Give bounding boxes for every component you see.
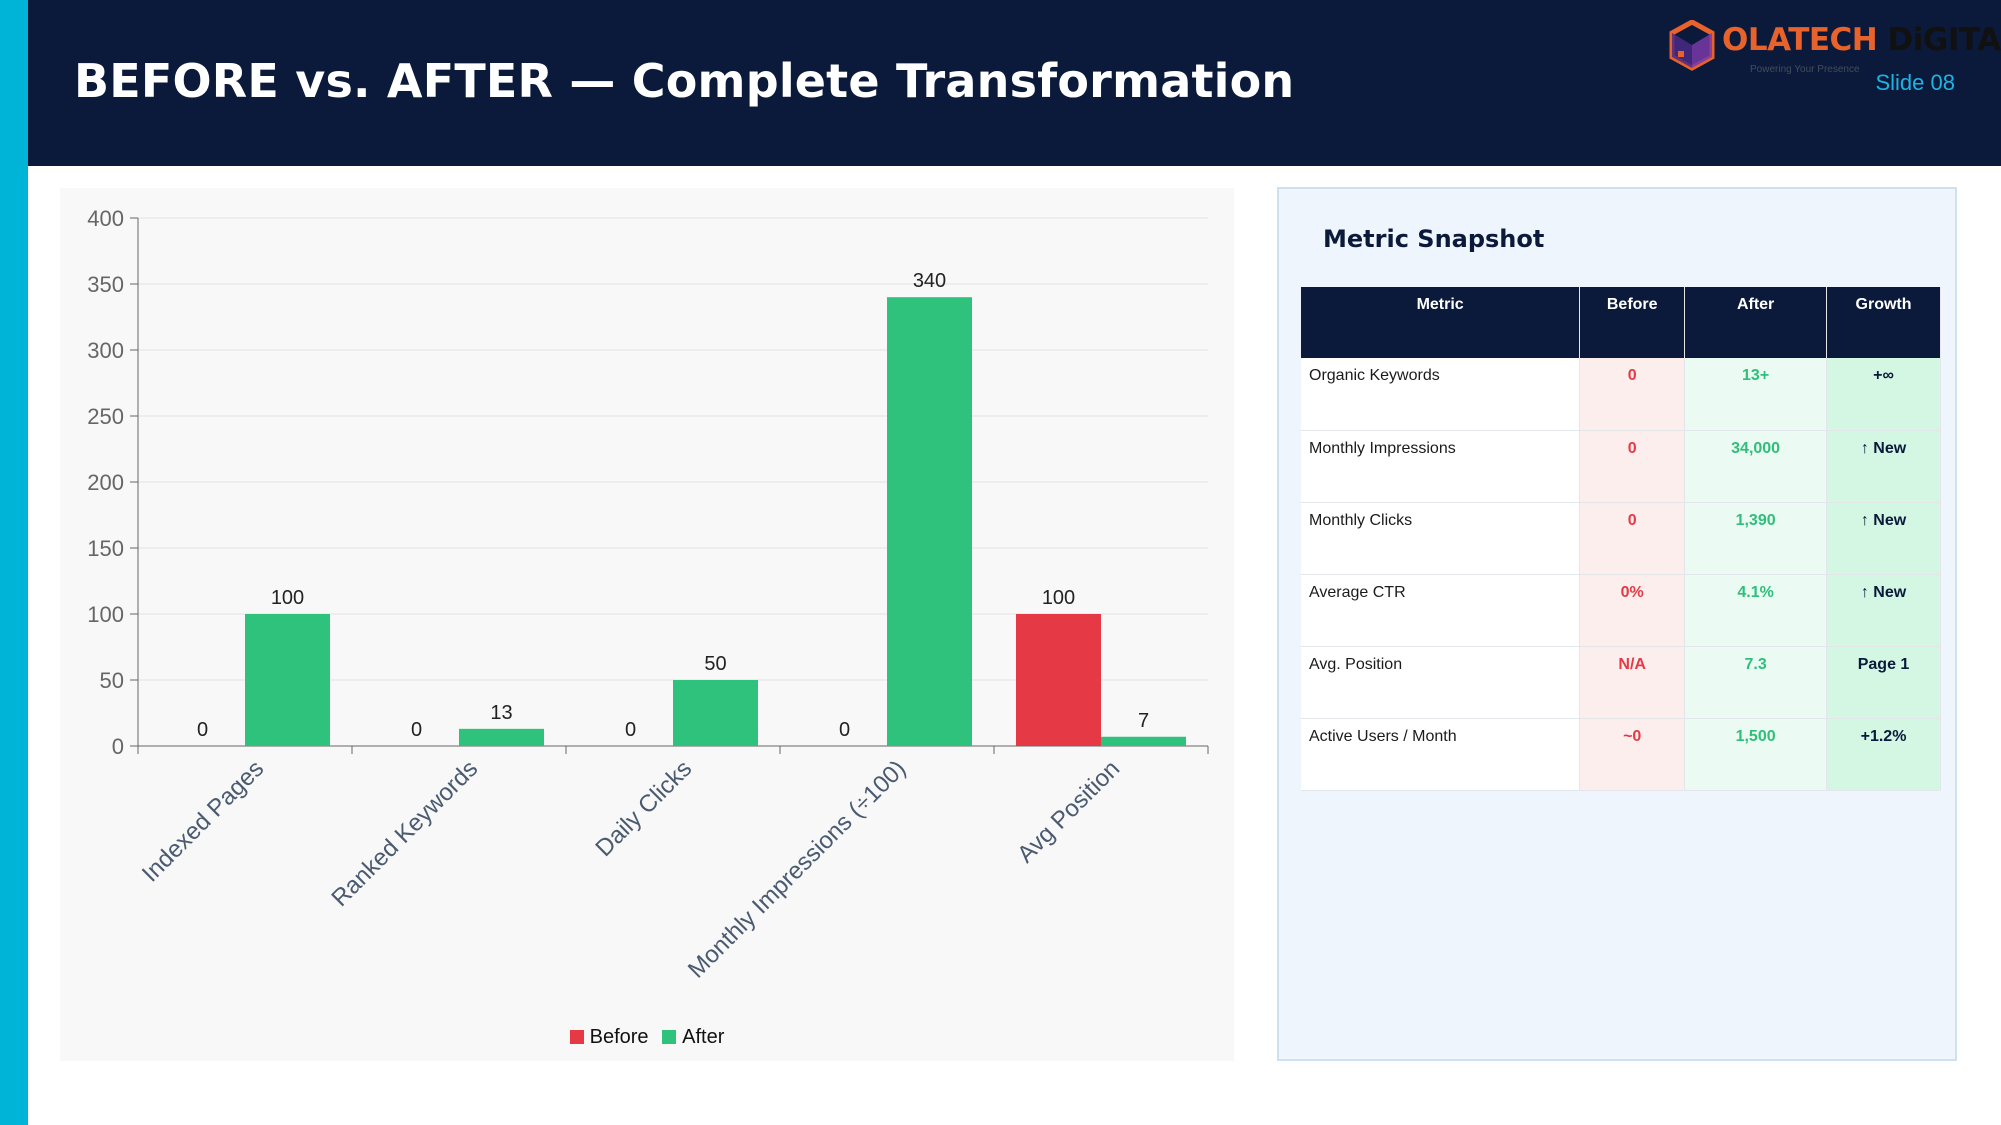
y-tick-label: 150 bbox=[87, 536, 124, 561]
cell-metric: Monthly Clicks bbox=[1301, 502, 1581, 575]
legend-after: After bbox=[662, 1026, 724, 1049]
y-tick-label: 250 bbox=[87, 404, 124, 429]
y-tick-label: 300 bbox=[87, 338, 124, 363]
logo-wordmark: OLATECH DiGITAL bbox=[1722, 22, 2001, 58]
cell-growth: Page 1 bbox=[1826, 646, 1941, 719]
bar-before bbox=[1016, 614, 1101, 746]
cell-before: 0 bbox=[1579, 430, 1686, 503]
data-label-before: 0 bbox=[411, 719, 422, 741]
x-tick-label: Avg Position bbox=[1012, 755, 1125, 868]
bar-after bbox=[887, 297, 972, 746]
cell-metric: Avg. Position bbox=[1301, 646, 1581, 719]
data-label-before: 0 bbox=[839, 719, 850, 741]
table-row: Organic Keywords 0 13+ +∞ bbox=[1301, 358, 1941, 431]
bar-chart-panel: 0 50 100 150 200 250 300 350 400 0 100 Indexed Page… bbox=[60, 188, 1234, 1061]
x-tick-label: Daily Clicks bbox=[590, 755, 697, 862]
legend-label-before: Before bbox=[589, 1026, 649, 1048]
chart-legend: Before After bbox=[60, 1026, 1234, 1049]
x-tick-label: Indexed Pages bbox=[137, 755, 269, 887]
table-header-row: Metric Before After Growth bbox=[1301, 287, 1941, 358]
snapshot-title: Metric Snapshot bbox=[1323, 225, 1545, 253]
cell-after: 7.3 bbox=[1684, 646, 1828, 719]
bar-after bbox=[459, 728, 544, 746]
accent-bar bbox=[0, 0, 28, 1125]
legend-swatch-after bbox=[662, 1030, 677, 1044]
cell-before: 0 bbox=[1579, 502, 1686, 575]
cell-after: 1,500 bbox=[1684, 718, 1828, 791]
header-after: After bbox=[1684, 287, 1828, 358]
cell-after: 1,390 bbox=[1684, 502, 1828, 575]
legend-before: Before bbox=[569, 1026, 649, 1049]
data-label-after: 100 bbox=[271, 587, 304, 609]
cell-growth: +∞ bbox=[1826, 358, 1941, 431]
legend-label-after: After bbox=[682, 1026, 725, 1048]
cell-growth: +1.2% bbox=[1826, 718, 1941, 791]
cell-after: 13+ bbox=[1684, 358, 1828, 431]
x-tick-label: Monthly Impressions (÷100) bbox=[683, 755, 911, 983]
cell-metric: Average CTR bbox=[1301, 574, 1581, 647]
y-tick-label: 100 bbox=[87, 602, 124, 627]
logo-wordmark-part2: DiGITAL bbox=[1887, 22, 2001, 58]
table-row: Average CTR 0% 4.1% ↑ New bbox=[1301, 574, 1941, 647]
logo-wordmark-part1: OLATECH bbox=[1722, 22, 1878, 58]
cell-growth: ↑ New bbox=[1826, 502, 1941, 575]
brand-logo: OLATECH DiGITAL Powering Your Presence bbox=[1668, 18, 2001, 82]
cell-before: N/A bbox=[1579, 646, 1686, 719]
cell-after: 34,000 bbox=[1684, 430, 1828, 503]
y-tick-label: 200 bbox=[87, 470, 124, 495]
metric-table: Metric Before After Growth Organic Keywo… bbox=[1301, 287, 1941, 791]
table-row: Monthly Impressions 0 34,000 ↑ New bbox=[1301, 430, 1941, 503]
header-growth: Growth bbox=[1826, 287, 1941, 358]
data-label-before: 0 bbox=[625, 719, 636, 741]
table-row: Avg. Position N/A 7.3 Page 1 bbox=[1301, 646, 1941, 719]
bar-after bbox=[1101, 736, 1186, 746]
table-row: Active Users / Month ~0 1,500 +1.2% bbox=[1301, 718, 1941, 791]
data-label-before: 100 bbox=[1042, 587, 1075, 609]
x-tick-label: Ranked Keywords bbox=[326, 755, 483, 912]
bar-chart: 0 50 100 150 200 250 300 350 400 0 100 Indexed Page… bbox=[87, 206, 1209, 984]
cell-before: 0% bbox=[1579, 574, 1686, 647]
cell-before: ~0 bbox=[1579, 718, 1686, 791]
header-before: Before bbox=[1579, 287, 1686, 358]
logo-tagline: Powering Your Presence bbox=[1750, 64, 1860, 75]
table-row: Monthly Clicks 0 1,390 ↑ New bbox=[1301, 502, 1941, 575]
cell-metric: Active Users / Month bbox=[1301, 718, 1581, 791]
cell-metric: Monthly Impressions bbox=[1301, 430, 1581, 503]
bar-after bbox=[673, 680, 758, 746]
slide-number: Slide 08 bbox=[1875, 70, 1955, 95]
cell-metric: Organic Keywords bbox=[1301, 358, 1581, 431]
legend-swatch-before bbox=[569, 1030, 584, 1044]
slide-header: BEFORE vs. AFTER — Complete Transformati… bbox=[28, 0, 2001, 166]
data-label-after: 50 bbox=[704, 653, 726, 675]
cell-before: 0 bbox=[1579, 358, 1686, 431]
data-label-before: 0 bbox=[197, 719, 208, 741]
metric-snapshot-panel: Metric Snapshot Metric Before After Grow… bbox=[1277, 187, 1957, 1061]
cube-logo-icon bbox=[1669, 20, 1715, 71]
data-label-after: 7 bbox=[1138, 710, 1149, 732]
cell-after: 4.1% bbox=[1684, 574, 1828, 647]
data-label-after: 340 bbox=[913, 270, 946, 292]
data-label-after: 13 bbox=[490, 702, 512, 724]
slide-title: BEFORE vs. AFTER — Complete Transformati… bbox=[74, 54, 1295, 108]
y-tick-label: 350 bbox=[87, 272, 124, 297]
y-tick-label: 0 bbox=[112, 734, 124, 759]
y-tick-label: 50 bbox=[100, 668, 124, 693]
cell-growth: ↑ New bbox=[1826, 430, 1941, 503]
y-tick-label: 400 bbox=[87, 206, 124, 231]
header-metric: Metric bbox=[1301, 287, 1581, 358]
cell-growth: ↑ New bbox=[1826, 574, 1941, 647]
bar-after bbox=[245, 614, 330, 746]
